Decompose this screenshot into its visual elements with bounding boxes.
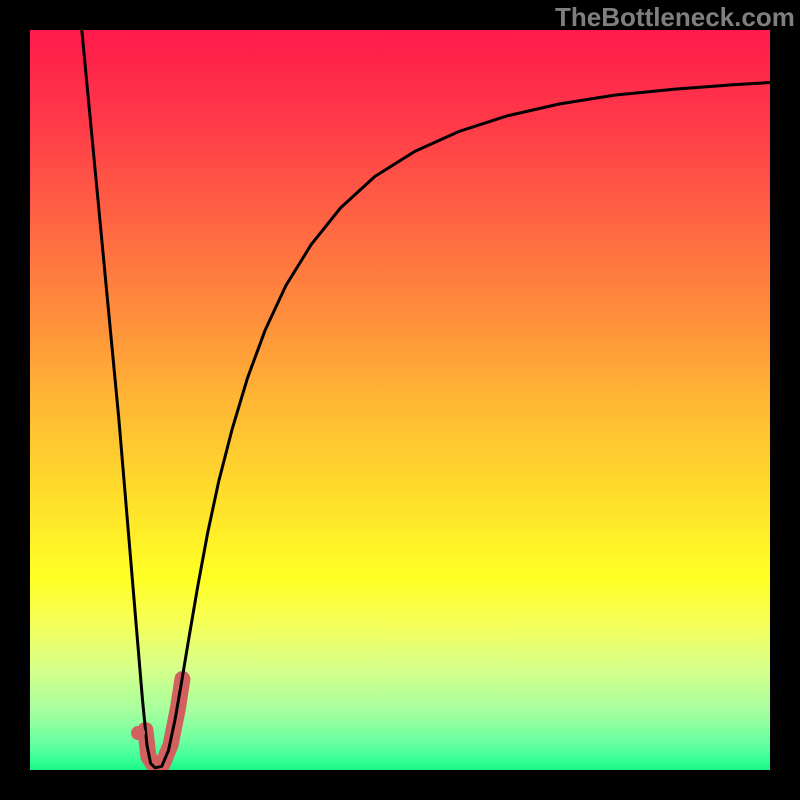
marker-dot: [131, 726, 145, 740]
plot-area: [30, 30, 770, 770]
plot-svg: [30, 30, 770, 770]
watermark-text: TheBottleneck.com: [555, 2, 795, 33]
gradient-background: [30, 30, 770, 770]
chart-container: TheBottleneck.com: [0, 0, 800, 800]
